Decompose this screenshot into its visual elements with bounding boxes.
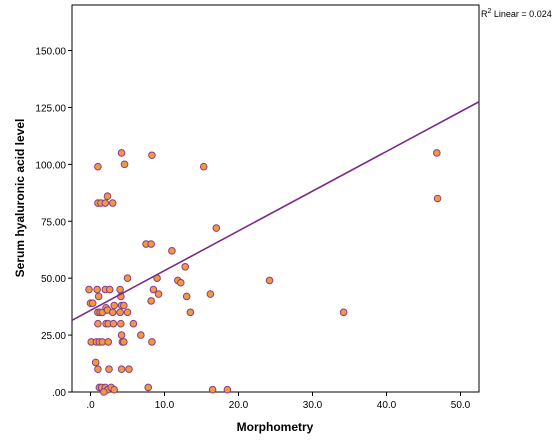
data-point — [339, 308, 348, 317]
data-point — [117, 319, 125, 328]
data-point — [208, 385, 217, 394]
data-points — [85, 149, 442, 396]
data-point — [104, 338, 113, 346]
plot-area — [71, 4, 480, 393]
data-point — [199, 162, 208, 171]
data-point — [186, 308, 195, 317]
data-point — [433, 194, 442, 203]
y-tick-label: 100.00 — [35, 160, 66, 171]
x-tick-label: 40.0 — [377, 400, 397, 411]
y-axis-ticks: .00 25.00 50.00 75.00 100.00 125.00 150.00 — [35, 47, 72, 399]
x-tick-label: 30.0 — [303, 400, 323, 411]
data-point — [182, 292, 191, 301]
x-tick-label: 20.0 — [229, 400, 249, 411]
y-tick-label: 125.00 — [35, 103, 66, 114]
data-point — [108, 199, 117, 207]
data-point — [144, 383, 153, 392]
data-point — [265, 276, 274, 285]
data-point — [110, 385, 118, 394]
y-tick-label: 75.00 — [41, 217, 66, 228]
data-point — [433, 149, 441, 157]
data-point — [168, 247, 176, 255]
data-point — [147, 297, 155, 305]
data-point — [120, 160, 129, 169]
y-tick-label: 150.00 — [35, 47, 66, 58]
x-tick-label: 50.0 — [451, 400, 471, 411]
data-point — [116, 285, 124, 294]
data-point — [148, 338, 156, 346]
data-point — [109, 319, 118, 328]
data-point — [117, 331, 126, 339]
data-point — [123, 308, 132, 317]
data-point — [148, 151, 156, 160]
data-point — [123, 274, 132, 282]
y-tick-label: .00 — [52, 388, 66, 399]
data-point — [94, 162, 102, 171]
data-point — [108, 308, 117, 317]
data-point — [120, 301, 128, 310]
data-point — [125, 365, 133, 374]
y-tick-label: 50.00 — [41, 274, 66, 285]
data-point — [88, 299, 97, 308]
data-point — [129, 319, 138, 328]
data-point — [110, 301, 118, 310]
data-point — [116, 308, 124, 317]
x-tick-label: .0 — [86, 400, 95, 411]
data-point — [206, 290, 215, 298]
r2-value: Linear = 0.024 — [491, 9, 551, 19]
data-point — [212, 224, 221, 232]
data-point — [105, 365, 113, 374]
x-axis-ticks: .0 10.0 20.0 30.0 40.0 50.0 — [86, 392, 471, 411]
data-point — [93, 285, 101, 294]
y-tick-label: 25.00 — [41, 331, 66, 342]
fit-line — [71, 101, 480, 321]
data-point — [85, 285, 93, 294]
data-point — [91, 358, 100, 367]
data-point — [94, 319, 102, 328]
data-point — [149, 285, 158, 294]
data-point — [101, 199, 110, 207]
data-point — [223, 385, 232, 394]
data-point — [181, 262, 190, 271]
data-point — [176, 278, 185, 287]
data-point — [120, 338, 128, 346]
r2-label: R2 Linear = 0.024 — [481, 8, 552, 19]
data-point — [94, 365, 102, 374]
data-point — [105, 285, 114, 294]
x-axis-title: Morphometry — [237, 420, 314, 434]
r2-prefix: R — [481, 9, 488, 19]
data-point — [137, 331, 145, 339]
data-point — [117, 149, 126, 157]
data-point — [154, 290, 163, 298]
x-tick-label: 10.0 — [155, 400, 175, 411]
data-point — [117, 365, 126, 374]
r2-superscript: 2 — [488, 8, 492, 15]
data-point — [147, 240, 155, 248]
data-point — [103, 192, 112, 201]
data-point — [100, 388, 108, 396]
data-point — [94, 292, 103, 301]
y-axis-title: Serum hyaluronic acid level — [13, 119, 27, 278]
